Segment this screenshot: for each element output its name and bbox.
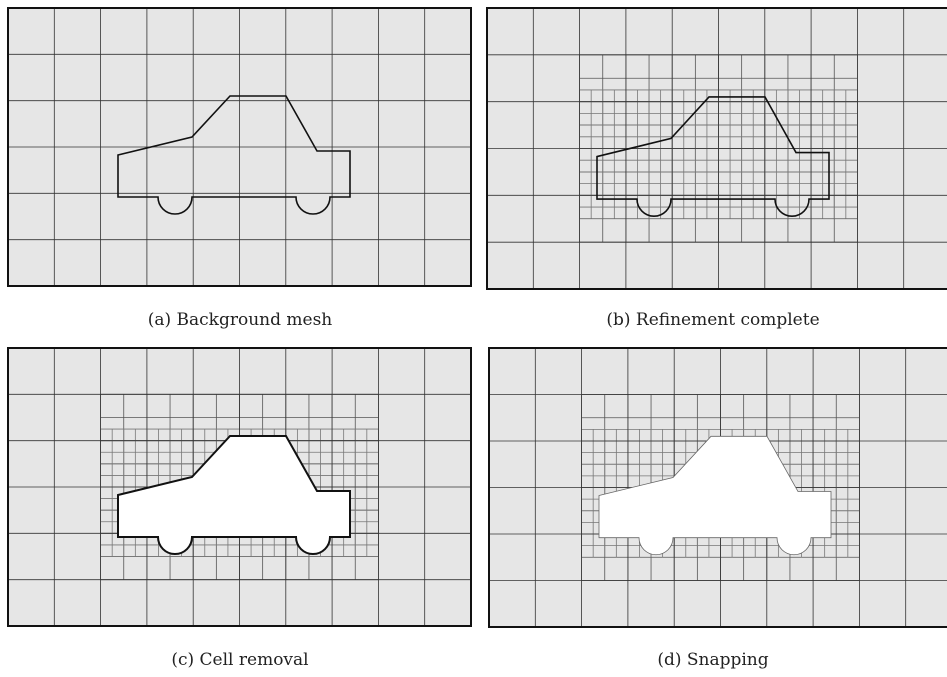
caption: (d) Snapping bbox=[478, 650, 947, 670]
mesh-panel bbox=[487, 8, 947, 289]
figure: (a) Background mesh (b) Refinement compl… bbox=[0, 0, 947, 677]
mesh-panel bbox=[8, 8, 471, 286]
mesh-panel bbox=[489, 348, 947, 627]
mesh-panels bbox=[0, 0, 947, 677]
caption: (c) Cell removal bbox=[5, 650, 475, 670]
mesh-panel bbox=[8, 348, 471, 626]
caption: (b) Refinement complete bbox=[478, 310, 947, 330]
caption: (a) Background mesh bbox=[5, 310, 475, 330]
